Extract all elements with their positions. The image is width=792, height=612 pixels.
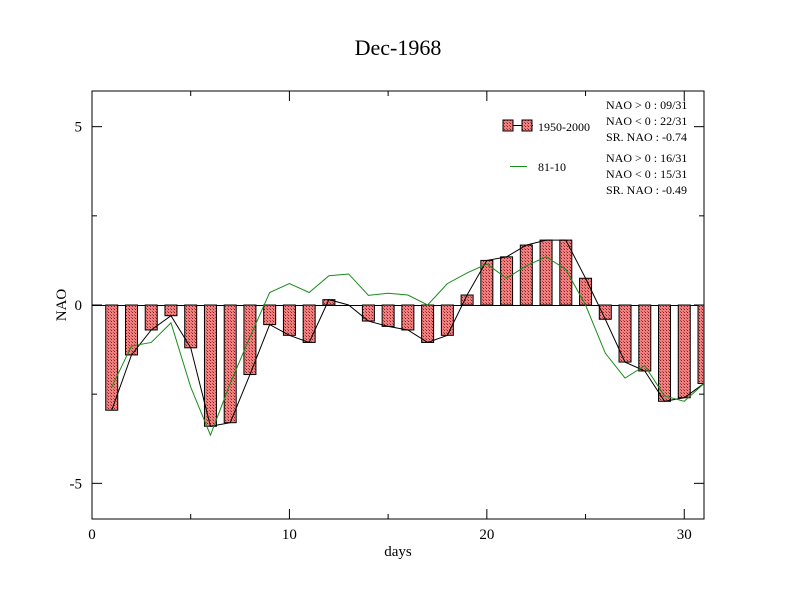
stat-line: SR. NAO : -0.49 bbox=[606, 183, 687, 197]
chart-title: Dec-1968 bbox=[355, 35, 442, 60]
bar-day-15 bbox=[381, 304, 395, 327]
y-tick-label: -5 bbox=[70, 476, 83, 492]
y-tick-label: 0 bbox=[75, 298, 83, 314]
stat-line: SR. NAO : -0.74 bbox=[606, 130, 687, 144]
x-tick-label: 30 bbox=[677, 527, 692, 543]
legend-item-81-10: 81-10 bbox=[510, 160, 566, 174]
legend-bar-swatch-left bbox=[502, 119, 514, 132]
line-81-10 bbox=[111, 256, 705, 437]
bar-day-24 bbox=[559, 239, 573, 306]
legend-bar-swatch-right bbox=[521, 119, 533, 132]
stat-line: NAO < 0 : 22/31 bbox=[606, 114, 687, 128]
x-tick-label: 0 bbox=[88, 527, 96, 543]
legend-label-81-10: 81-10 bbox=[538, 160, 566, 174]
bar-day-22 bbox=[519, 244, 533, 306]
bar-day-1 bbox=[105, 304, 119, 411]
stat-line: NAO > 0 : 16/31 bbox=[606, 151, 687, 165]
bar-day-7 bbox=[223, 304, 237, 424]
x-axis-label: days bbox=[384, 544, 412, 560]
x-axis-ticks: 0 10 20 30 bbox=[88, 91, 692, 543]
bar-day-2 bbox=[124, 304, 138, 356]
legend: 1950-2000 NAO > 0 : 09/31 NAO < 0 : 22/3… bbox=[502, 98, 687, 197]
bar-day-17 bbox=[421, 304, 435, 343]
bar-day-21 bbox=[500, 256, 514, 306]
legend-item-1950-2000: 1950-2000 bbox=[502, 119, 590, 134]
bar-day-18 bbox=[440, 304, 454, 336]
bar-day-10 bbox=[282, 304, 296, 336]
stat-line: NAO > 0 : 09/31 bbox=[606, 98, 687, 112]
bar-day-29 bbox=[658, 304, 672, 402]
x-tick-label: 20 bbox=[479, 527, 494, 543]
bar-day-25 bbox=[579, 277, 593, 306]
legend-stats-81-10: NAO > 0 : 16/31 NAO < 0 : 15/31 SR. NAO … bbox=[606, 151, 687, 197]
y-axis-label: NAO bbox=[54, 289, 70, 322]
bars-1950-2000 bbox=[105, 239, 705, 427]
bar-day-9 bbox=[263, 304, 277, 326]
legend-label-1950-2000: 1950-2000 bbox=[538, 120, 590, 134]
y-tick-label: 5 bbox=[75, 120, 83, 136]
bar-day-26 bbox=[598, 304, 612, 320]
legend-stats-1950-2000: NAO > 0 : 09/31 NAO < 0 : 22/31 SR. NAO … bbox=[606, 98, 687, 144]
x-tick-label: 10 bbox=[282, 527, 297, 543]
line-1950-2000 bbox=[111, 239, 705, 427]
stat-line: NAO < 0 : 15/31 bbox=[606, 167, 687, 181]
bar-day-28 bbox=[638, 304, 652, 372]
bar-day-14 bbox=[361, 304, 375, 322]
bar-day-16 bbox=[401, 304, 415, 331]
bar-day-4 bbox=[164, 304, 178, 317]
bar-day-11 bbox=[302, 304, 316, 343]
bar-day-31 bbox=[697, 304, 705, 384]
bar-day-23 bbox=[539, 239, 553, 306]
bar-day-30 bbox=[677, 304, 691, 399]
bar-day-3 bbox=[144, 304, 158, 331]
